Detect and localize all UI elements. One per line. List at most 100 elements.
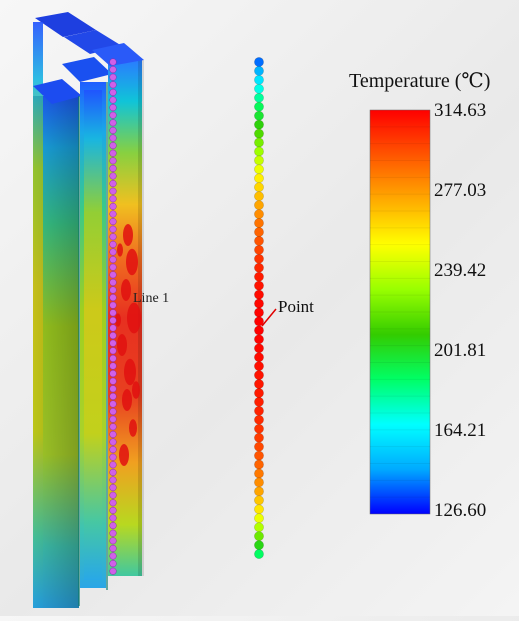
temperature-point [254,370,264,380]
temperature-point [254,209,264,219]
hot-spot [115,313,121,327]
temperature-point [254,191,264,202]
temperature-point [254,57,264,67]
hot-spot [123,224,133,246]
temperature-point [254,75,264,85]
hot-spot [119,444,129,466]
probe-sphere [109,316,117,324]
temperature-point [254,396,264,407]
hot-spot [117,243,123,257]
temperature-point [254,182,264,193]
temperature-point [254,477,264,488]
probe-sphere [109,225,117,233]
legend-tick-3: 201.81 [434,340,487,361]
probe-sphere [109,430,117,438]
point-leader-line [261,308,277,327]
probe-sphere [109,164,117,172]
probe-sphere [109,180,117,188]
probe-sphere [109,149,117,157]
temperature-point [254,101,264,112]
temperature-point [254,200,264,210]
probe-sphere [109,157,117,165]
temperature-point [254,307,264,318]
probe-sphere [109,66,117,74]
temperature-point [254,289,264,300]
hot-spot [132,381,140,399]
line-1-label: Line 1 [133,291,169,306]
probe-sphere [109,514,117,522]
probe-sphere [109,111,117,119]
probe-sphere [109,544,117,552]
legend-tick-4: 164.21 [434,420,487,441]
probe-sphere [109,552,117,560]
temperature-point [254,522,264,533]
legend-tick-1: 277.03 [434,180,487,201]
temperature-point [254,164,264,175]
probe-sphere [109,294,117,302]
temperature-point [254,432,264,443]
probe-sphere [109,476,117,484]
probe-sphere [109,537,117,545]
point-label: Point [278,297,314,316]
temperature-point [254,66,264,76]
temperature-point [254,334,264,345]
probe-sphere [109,195,117,203]
temperature-point [254,379,264,389]
temperature-point [254,244,264,255]
rod-right-top [92,43,144,66]
temperature-point [254,441,264,452]
temperature-point [254,280,264,291]
probe-sphere [109,278,117,286]
probe-sphere [109,202,117,210]
probe-sphere [109,88,117,96]
probe-sphere [109,453,117,461]
temperature-point [254,227,264,237]
probe-sphere [109,187,117,195]
probe-sphere [109,415,117,423]
probe-sphere [109,499,117,507]
probe-sphere [109,240,117,248]
probe-sphere [109,104,117,112]
probe-line-1 [109,58,117,575]
hot-spot [124,358,136,386]
temperature-point [254,235,264,246]
temperature-point [254,253,264,264]
temperature-point [254,218,264,228]
temperature-point [254,486,264,497]
temperature-point [254,173,264,184]
probe-sphere [109,347,117,355]
probe-sphere [109,468,117,476]
probe-sphere [109,81,117,89]
probe-sphere [109,461,117,469]
probe-sphere [109,142,117,150]
temperature-point [254,119,264,130]
probe-sphere [109,256,117,264]
colorbar [369,109,431,515]
probe-sphere [109,385,117,393]
probe-sphere [109,408,117,416]
probe-sphere [109,354,117,362]
probe-sphere [109,491,117,499]
probe-sphere [109,484,117,492]
probe-sphere [109,126,117,134]
probe-sphere [109,96,117,104]
probe-sphere [109,506,117,514]
temperature-point [254,495,264,506]
rod-left-top [33,79,82,104]
temperature-point [254,504,264,515]
probe-sphere [109,392,117,400]
probe-sphere [109,134,117,142]
probe-sphere [109,119,117,127]
hot-spot [117,334,127,356]
temperature-point [254,549,264,559]
probe-sphere [109,529,117,537]
temperature-point [254,137,264,148]
probe-sphere [109,248,117,256]
temperature-point [254,405,264,416]
temperature-point [254,343,264,354]
probe-sphere [109,362,117,370]
probe-sphere [109,233,117,241]
hot-spot [122,389,132,411]
legend-tick-5: 126.60 [434,500,487,521]
